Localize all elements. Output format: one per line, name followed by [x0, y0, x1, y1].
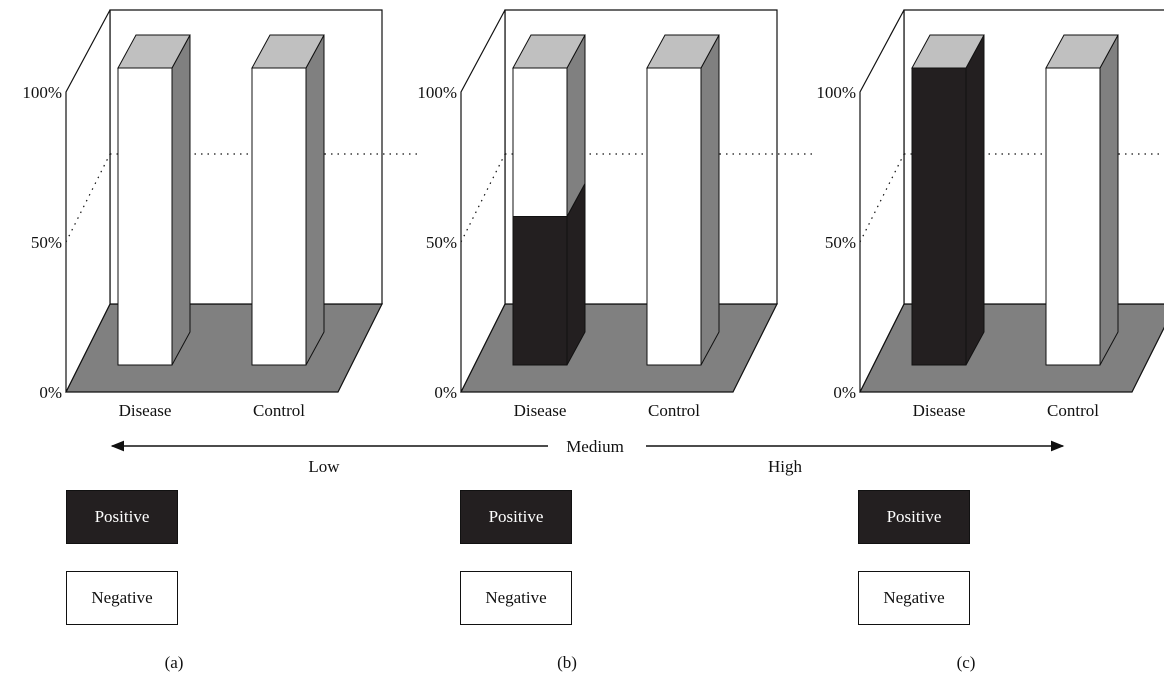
panel-label-c: (c) — [956, 653, 976, 672]
bar-negative-side — [171, 34, 191, 366]
legend-negative-a: Negative — [66, 571, 178, 625]
y-tick-label: 0% — [434, 383, 457, 402]
side-wall — [65, 9, 111, 393]
floor-plane — [460, 303, 778, 393]
bar-top — [911, 34, 985, 69]
panel-label-a: (a) — [164, 653, 184, 672]
chart-panel-1: 0% 50% 100% Disease Control — [22, 9, 418, 420]
x-category-label: Control — [1047, 401, 1099, 420]
side-wall — [859, 9, 905, 393]
bar-top — [1045, 34, 1119, 69]
panel-label-b: (b) — [557, 653, 577, 672]
x-category-label: Disease — [119, 401, 172, 420]
y-tick-label: 0% — [39, 383, 62, 402]
bar-top — [512, 34, 586, 69]
floor-plane — [65, 303, 383, 393]
bar-negative — [646, 67, 702, 366]
bar-negative — [1045, 67, 1101, 366]
chart-panel-3: 0% 50% 100% Disease Control — [816, 9, 1164, 420]
y-tick-label: 50% — [426, 233, 457, 252]
bar-top — [117, 34, 191, 69]
y-tick-label: 100% — [417, 83, 457, 102]
y-tick-label: 0% — [833, 383, 856, 402]
x-category-label: Control — [648, 401, 700, 420]
legend-positive-c: Positive — [858, 490, 970, 544]
legend-positive-b: Positive — [460, 490, 572, 544]
y-tick-label: 100% — [816, 83, 856, 102]
bar-top — [251, 34, 325, 69]
bar-top — [646, 34, 720, 69]
scale-arrow: Medium Low High — [110, 437, 1065, 476]
x-category-label: Control — [253, 401, 305, 420]
bar-positive — [512, 216, 568, 366]
chart-panels: 0% 50% 100% Disease Control 0% 50% 100% Disease C… — [22, 9, 1164, 420]
y-tick-label: 100% — [22, 83, 62, 102]
side-wall — [460, 9, 506, 393]
x-category-label: Disease — [913, 401, 966, 420]
legend-negative-c: Negative — [858, 571, 970, 625]
x-category-label: Disease — [514, 401, 567, 420]
legend-positive-a: Positive — [66, 490, 178, 544]
bar-negative-side — [1099, 34, 1119, 366]
legend-negative-b: Negative — [460, 571, 572, 625]
scale-center-label: Medium — [566, 437, 624, 456]
bar-negative — [117, 67, 173, 366]
bar-negative — [512, 67, 568, 217]
bar-negative-side — [305, 34, 325, 366]
chart-panel-2: 0% 50% 100% Disease Control — [417, 9, 813, 420]
bar-negative-side — [700, 34, 720, 366]
bar-negative — [251, 67, 307, 366]
bar-positive-side — [965, 34, 985, 366]
y-tick-label: 50% — [31, 233, 62, 252]
scale-right-label: High — [768, 457, 803, 476]
y-tick-label: 50% — [825, 233, 856, 252]
scale-left-label: Low — [308, 457, 340, 476]
bar-positive — [911, 67, 967, 366]
